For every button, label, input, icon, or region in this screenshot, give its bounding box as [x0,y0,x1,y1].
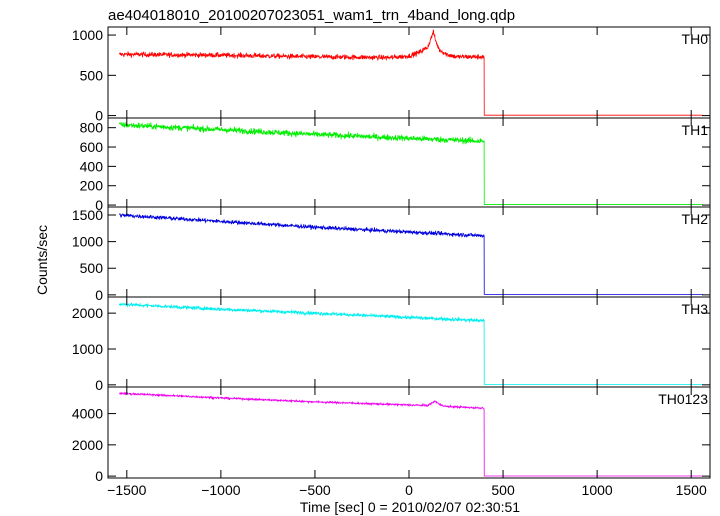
y-tick-label: 2000 [72,305,103,321]
y-tick-label: 0 [95,108,103,124]
y-tick-label: 600 [80,139,104,155]
series-label-th2: TH2 [682,211,709,227]
y-tick-label: 500 [80,67,104,83]
series-line-th3 [118,302,703,385]
y-tick-label: 800 [80,120,104,136]
series-label-th3: TH3 [682,301,709,317]
panel-frame [107,117,711,208]
x-tick-label: −500 [299,482,331,498]
panel-frame [107,386,711,479]
y-tick-label: 0 [95,377,103,393]
panel-th0123: 0 2000 4000 TH0123 [72,386,711,484]
y-tick-label: 400 [80,158,104,174]
x-tick-label: 500 [491,482,515,498]
y-tick-label: 1500 [72,207,103,223]
y-tick-label: 0 [95,468,103,484]
series-line-th2 [119,213,703,295]
panel-th2: 0 500 1000 1500 TH2 [72,206,711,303]
y-tick-label: 200 [80,178,104,194]
series-line-th0 [118,29,703,116]
panel-th3: 0 1000 2000 TH3 [72,296,711,393]
y-tick-label: 1000 [72,27,103,43]
y-tick-label: 1000 [72,234,103,250]
series-label-th0: TH0 [682,31,709,47]
x-tick-label: 1500 [676,482,707,498]
y-tick-label: 500 [80,260,104,276]
series-line-th1 [118,121,703,205]
x-tick-label: −1000 [201,482,241,498]
series-label-th1: TH1 [682,122,709,138]
x-axis-title: Time [sec] 0 = 2010/02/07 02:30:51 [300,499,520,515]
x-tick-label: 1000 [582,482,613,498]
y-tick-label: 0 [95,197,103,213]
panel-th0: 0 500 1000 TH0 [72,26,711,124]
y-tick-label: 4000 [72,406,103,422]
y-tick-label: 1000 [72,341,103,357]
x-axis-labels: −1500 −1000 −500 0 500 1000 1500 [107,482,707,498]
y-tick-label: 0 [95,287,103,303]
x-tick-label: −1500 [107,482,147,498]
series-line-th0123 [119,391,703,477]
panel-frame [107,26,711,119]
figure-title: ae404018010_20100207023051_wam1_trn_4ban… [108,7,515,24]
series-label-th0123: TH0123 [658,391,708,407]
y-axis-title: Counts/sec [34,225,50,295]
panels-group: 0 500 1000 TH0 0 200 400 600 800 TH1 0 500 1000 1500 T… [72,26,711,484]
y-tick-label: 2000 [72,437,103,453]
panel-frame [107,296,711,388]
panel-th1: 0 200 400 600 800 TH1 [80,117,711,213]
x-tick-label: 0 [405,482,413,498]
